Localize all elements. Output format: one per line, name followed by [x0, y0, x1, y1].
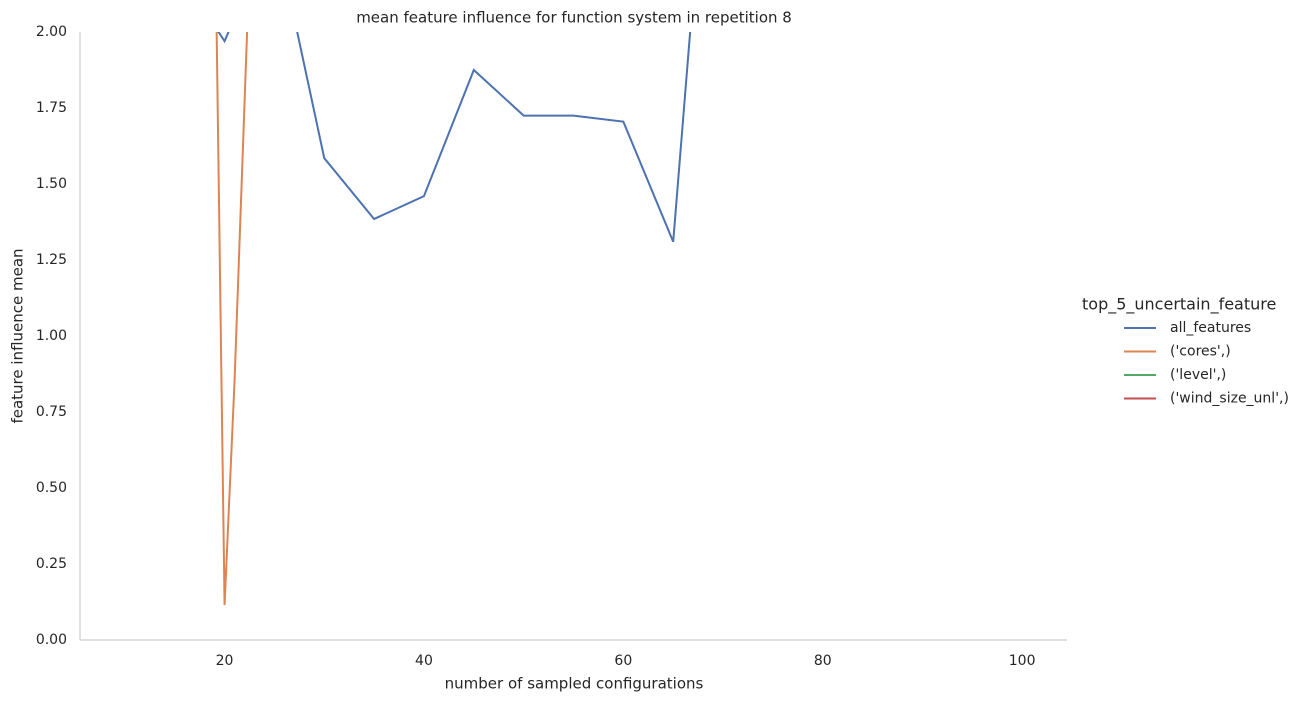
x-tick-label: 80 — [814, 653, 832, 669]
y-tick-label: 0.25 — [36, 556, 67, 572]
x-tick-label: 100 — [1009, 653, 1036, 669]
x-axis-label: number of sampled configurations — [445, 675, 704, 693]
series-line — [215, 32, 249, 606]
x-tick-label: 60 — [614, 653, 632, 669]
legend-label: ('wind_size_unl',) — [1170, 391, 1289, 407]
legend-label: all_features — [1170, 320, 1251, 336]
y-tick-label: 0.75 — [36, 404, 67, 420]
y-tick-label: 1.00 — [36, 328, 67, 344]
x-tick-label: 20 — [216, 653, 234, 669]
x-tick-label: 40 — [415, 653, 433, 669]
chart-title: mean feature influence for function syst… — [356, 9, 792, 27]
series-line — [217, 32, 692, 243]
y-tick-label: 0.00 — [36, 632, 67, 648]
legend-label: ('level',) — [1170, 367, 1226, 383]
y-tick-label: 0.50 — [36, 480, 67, 496]
legend-label: ('cores',) — [1170, 344, 1231, 360]
y-tick-label: 1.75 — [36, 100, 67, 116]
y-tick-label: 2.00 — [36, 24, 67, 40]
y-axis-label: feature influence mean — [9, 248, 27, 423]
y-tick-label: 1.25 — [36, 252, 67, 268]
y-tick-label: 1.50 — [36, 176, 67, 192]
legend-title: top_5_uncertain_feature — [1082, 295, 1276, 315]
